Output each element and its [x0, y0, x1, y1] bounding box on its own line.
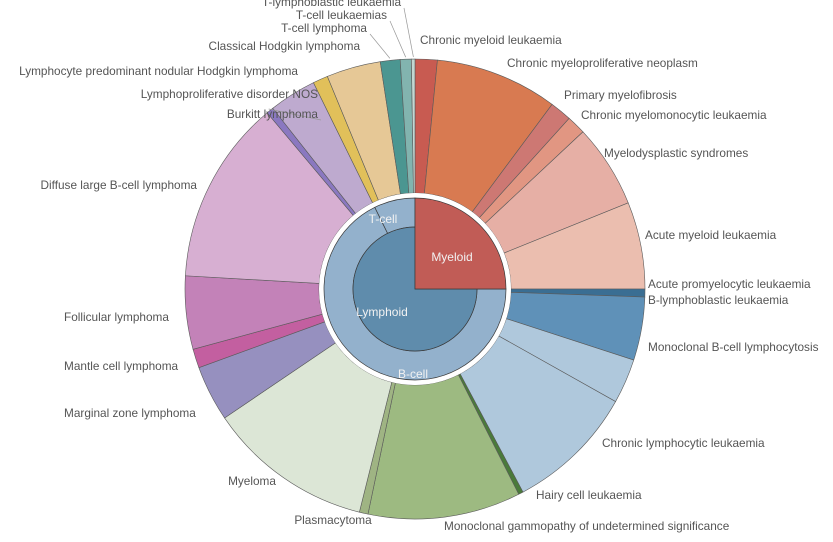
svg-text:B-lymphoblastic leukaemia: B-lymphoblastic leukaemia — [648, 293, 789, 307]
svg-text:Myeloma: Myeloma — [228, 474, 276, 488]
svg-text:Monoclonal B-cell lymphocytosi: Monoclonal B-cell lymphocytosis — [648, 340, 819, 354]
svg-text:Lymphocyte predominant nodular: Lymphocyte predominant nodular Hodgkin l… — [19, 64, 298, 78]
svg-text:T-cell leukaemias: T-cell leukaemias — [296, 8, 387, 22]
svg-text:Plasmacytoma: Plasmacytoma — [294, 513, 372, 527]
svg-text:Chronic myeloproliferative neo: Chronic myeloproliferative neoplasm — [507, 56, 698, 70]
svg-text:Follicular lymphoma: Follicular lymphoma — [64, 310, 169, 324]
svg-text:T-cell lymphoma: T-cell lymphoma — [281, 21, 367, 35]
svg-text:Lymphoproliferative disorder N: Lymphoproliferative disorder NOS — [141, 87, 318, 101]
svg-text:Chronic myelomonocytic leukaem: Chronic myelomonocytic leukaemia — [581, 108, 767, 122]
svg-text:Classical Hodgkin lymphoma: Classical Hodgkin lymphoma — [209, 39, 361, 53]
svg-text:Diffuse large B-cell lymphoma: Diffuse large B-cell lymphoma — [41, 178, 198, 192]
svg-text:T-lymphoblastic leukaemia: T-lymphoblastic leukaemia — [262, 0, 401, 9]
svg-text:B-cell: B-cell — [398, 367, 428, 381]
svg-text:Chronic lymphocytic leukaemia: Chronic lymphocytic leukaemia — [602, 436, 765, 450]
svg-text:Hairy cell leukaemia: Hairy cell leukaemia — [536, 488, 642, 502]
svg-text:Marginal zone lymphoma: Marginal zone lymphoma — [64, 406, 196, 420]
svg-text:Chronic myeloid leukaemia: Chronic myeloid leukaemia — [420, 33, 562, 47]
svg-text:Myelodysplastic syndromes: Myelodysplastic syndromes — [604, 146, 748, 160]
svg-text:Burkitt lymphoma: Burkitt lymphoma — [227, 107, 319, 121]
svg-text:Acute myeloid leukaemia: Acute myeloid leukaemia — [645, 228, 777, 242]
svg-text:Primary myelofibrosis: Primary myelofibrosis — [564, 88, 677, 102]
svg-text:Lymphoid: Lymphoid — [356, 305, 408, 319]
svg-text:Mantle cell lymphoma: Mantle cell lymphoma — [64, 359, 179, 373]
svg-text:Monoclonal gammopathy of undet: Monoclonal gammopathy of undetermined si… — [444, 519, 730, 533]
svg-text:Acute promyelocytic leukaemia: Acute promyelocytic leukaemia — [648, 277, 811, 291]
svg-text:T-cell: T-cell — [369, 212, 398, 226]
svg-text:Myeloid: Myeloid — [431, 250, 472, 264]
